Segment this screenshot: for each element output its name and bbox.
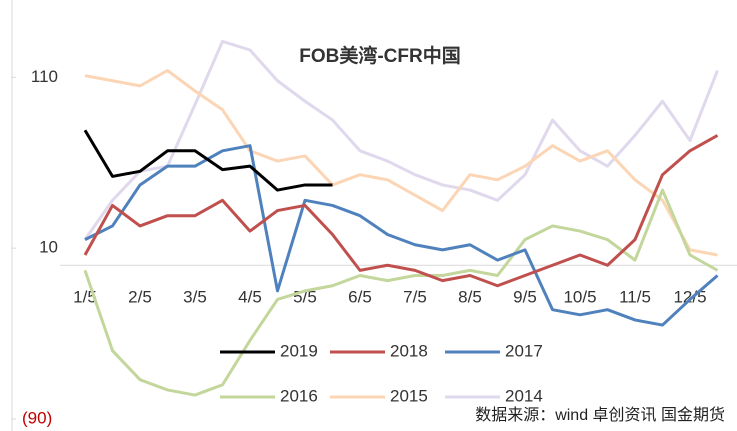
legend-label: 2016 (280, 386, 318, 405)
x-tick-label: 9/5 (513, 287, 537, 306)
y-tick-label: 110 (31, 67, 58, 86)
x-tick-label: 8/5 (458, 287, 482, 306)
x-tick-label: 7/5 (403, 287, 427, 306)
x-tick-label: 4/5 (238, 287, 262, 306)
source: 数据来源：wind 卓创资讯 国金期货 (475, 406, 725, 424)
series-line (83, 188, 719, 397)
legend-label: 2015 (390, 386, 428, 405)
legend-label: 2019 (280, 341, 318, 360)
series-line (84, 144, 719, 327)
series-line (83, 40, 719, 241)
chart-title: FOB美湾-CFR中国 (299, 44, 460, 67)
legend-label: 2014 (505, 386, 543, 405)
x-tick-label: 10/5 (563, 287, 596, 306)
y-tick-label: 10 (39, 238, 58, 257)
legend-label: 2017 (505, 341, 543, 360)
x-tick-label: 11/5 (619, 287, 651, 306)
series-line (83, 129, 333, 192)
x-tick-label: 3/5 (183, 287, 207, 306)
series-line (83, 134, 719, 288)
series-line (84, 69, 718, 257)
legend-label: 2018 (390, 341, 428, 360)
x-tick-label: 2/5 (128, 287, 152, 306)
x-tick-label: 6/5 (348, 287, 372, 306)
y-tick-label: (90) (22, 408, 52, 427)
